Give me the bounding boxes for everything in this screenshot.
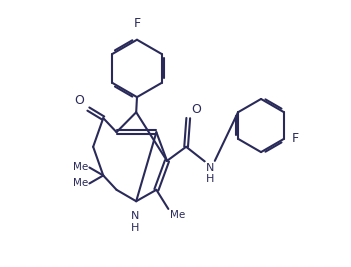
Text: N
H: N H	[131, 211, 139, 233]
Text: Me: Me	[73, 163, 88, 172]
Text: Me: Me	[171, 210, 186, 220]
Text: F: F	[291, 132, 299, 145]
Text: Me: Me	[73, 178, 88, 189]
Text: O: O	[74, 94, 84, 107]
Text: N
H: N H	[206, 163, 214, 184]
Text: F: F	[133, 17, 140, 30]
Text: O: O	[191, 103, 201, 116]
